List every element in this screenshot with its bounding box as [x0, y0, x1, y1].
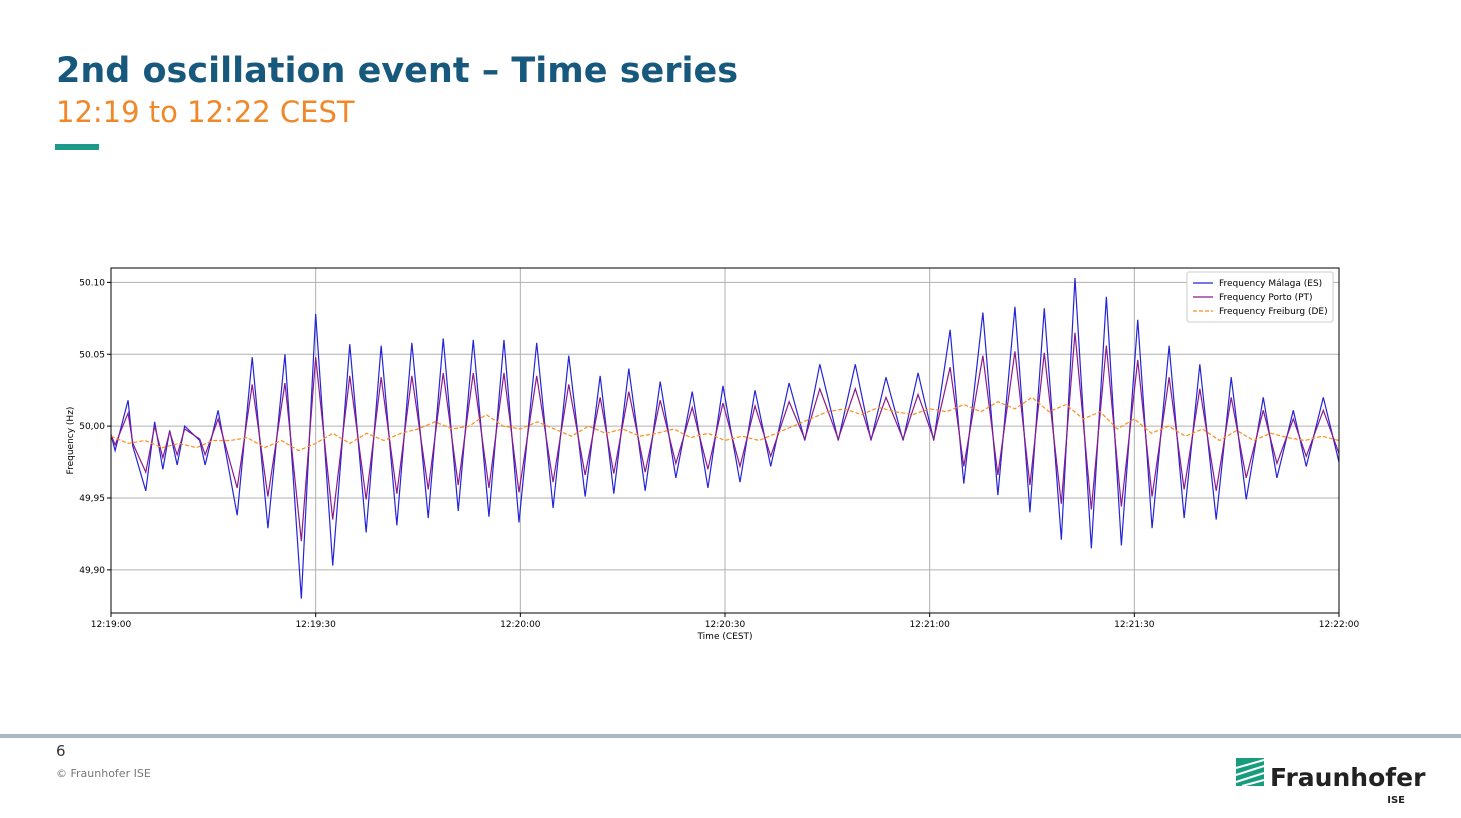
- chart: 12:19:00 12:19:30 12:20:00 12:20:30 12:21:00…: [66, 267, 1360, 642]
- logo-text: Fraunhofer: [1270, 763, 1426, 792]
- y-tick-label: 49,90: [79, 566, 105, 576]
- y-tick-label: 50,00: [79, 422, 105, 432]
- page-number: 6: [56, 742, 66, 760]
- footer-line: [0, 734, 1461, 738]
- x-tick-label: 12:20:30: [705, 620, 746, 630]
- x-tick-label: 12:19:00: [91, 620, 132, 630]
- x-tick-label: 12:19:30: [295, 620, 336, 630]
- slide-subtitle: 12:19 to 12:22 CEST: [56, 95, 355, 129]
- slide-title: 2nd oscillation event – Time series: [56, 51, 738, 91]
- y-tick-label: 50.10: [79, 278, 105, 288]
- x-tick-label: 12:21:00: [909, 620, 950, 630]
- legend-label: Frequency Freiburg (DE): [1219, 307, 1328, 317]
- copyright: © Fraunhofer ISE: [56, 767, 151, 780]
- data-line: [110, 396, 1340, 452]
- x-tick-label: 12:21:30: [1114, 620, 1155, 630]
- x-tick-label: 12:22:00: [1319, 620, 1360, 630]
- logo-icon: [1235, 758, 1265, 787]
- y-axis-label: Frequency (Hz): [66, 407, 76, 475]
- plot-frame: [110, 267, 1340, 614]
- logo-sub: ISE: [1387, 795, 1405, 806]
- legend-box: [1186, 271, 1334, 323]
- data-line: [110, 332, 1340, 542]
- x-tick-label: 12:20:00: [500, 620, 541, 630]
- y-tick-label: 49,95: [79, 494, 105, 504]
- legend-label: Frequency Porto (PT): [1219, 293, 1313, 303]
- y-tick-label: 50.05: [79, 350, 105, 360]
- legend-label: Frequency Málaga (ES): [1219, 279, 1322, 289]
- x-axis-label: Time (CEST): [696, 632, 752, 642]
- accent-bar: [55, 144, 99, 150]
